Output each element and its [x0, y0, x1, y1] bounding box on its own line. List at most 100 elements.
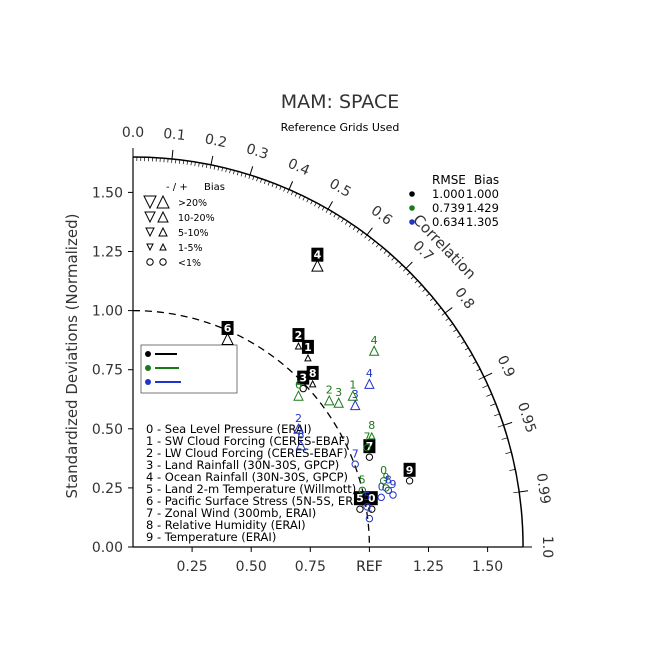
correlation-minor-tick [264, 180, 265, 184]
y-tick-label: 1.50 [92, 185, 123, 201]
correlation-minor-tick [372, 241, 374, 244]
correlation-minor-tick [502, 438, 508, 440]
correlation-minor-tick [399, 265, 402, 268]
correlation-minor-tick [295, 193, 297, 197]
bias-legend-up-triangle [157, 196, 169, 208]
point-marker [365, 379, 374, 388]
bias-legend-label: >20% [178, 198, 207, 209]
point-label: 3 [335, 386, 342, 399]
correlation-tick-label: 0.5 [326, 176, 353, 201]
point-marker [325, 396, 334, 405]
correlation-minor-tick [442, 313, 445, 315]
correlation-minor-tick [450, 324, 453, 326]
correlation-major-tick [211, 156, 213, 165]
point-marker [305, 355, 311, 361]
bias-header: Bias [474, 173, 499, 187]
correlation-minor-tick [280, 186, 282, 190]
correlation-minor-tick [330, 211, 332, 214]
series-rmse: 0.634 [432, 215, 465, 229]
correlation-minor-tick [314, 203, 316, 207]
point-label: 8 [309, 367, 317, 380]
y-tick-label: 0.50 [92, 422, 123, 438]
correlation-minor-tick [434, 303, 437, 306]
correlation-minor-tick [326, 209, 328, 212]
correlation-major-tick [406, 262, 412, 268]
x-tick-label: 1.50 [472, 559, 503, 575]
correlation-minor-tick [257, 177, 258, 181]
point-label: 3 [352, 388, 359, 401]
correlation-minor-tick [419, 285, 422, 288]
correlation-minor-tick [384, 251, 387, 254]
point-marker [334, 398, 343, 407]
bias-legend-up-triangle [160, 244, 166, 250]
correlation-minor-tick [206, 164, 207, 168]
point-marker [294, 391, 303, 400]
y-tick-label: 0.25 [92, 481, 123, 497]
correlation-minor-tick [334, 214, 336, 217]
case-legend-dot [145, 351, 151, 357]
point-marker [312, 260, 323, 271]
correlation-major-tick [504, 422, 513, 425]
chart-subtitle: Reference Grids Used [281, 121, 400, 134]
bias-legend-circle [160, 259, 166, 265]
case-legend-squiggle [155, 353, 177, 355]
case-legend-dot [145, 379, 151, 385]
correlation-minor-tick [482, 385, 487, 387]
bias-legend-label: 10-20% [178, 213, 215, 224]
point-label: 5 [359, 473, 366, 486]
correlation-minor-tick [291, 191, 293, 195]
correlation-minor-tick [210, 165, 211, 169]
series-legend-dot [409, 191, 415, 197]
correlation-minor-tick [423, 289, 426, 292]
correlation-minor-tick [214, 166, 215, 170]
correlation-tick-label: 0.3 [244, 141, 270, 163]
bias-legend-down-triangle [145, 212, 155, 222]
correlation-minor-tick [403, 268, 406, 271]
correlation-minor-tick [287, 190, 289, 194]
correlation-minor-tick [341, 219, 343, 222]
ref-label: REF [356, 559, 383, 575]
correlation-minor-tick [338, 216, 340, 219]
point-label: 6 [297, 428, 304, 441]
point-label: 4 [371, 334, 378, 347]
correlation-minor-tick [376, 244, 379, 247]
bias-legend-header: Bias [204, 182, 225, 193]
bias-legend-down-triangle [144, 196, 156, 208]
point-label: 6 [295, 379, 302, 392]
bias-legend-circle [147, 259, 153, 265]
correlation-minor-tick [226, 168, 227, 172]
correlation-minor-tick [380, 247, 383, 250]
case-legend-squiggle [155, 367, 179, 369]
x-tick-label: 1.25 [413, 559, 444, 575]
y-tick-label: 1.25 [92, 245, 123, 261]
correlation-minor-tick [202, 163, 203, 167]
correlation-minor-tick [353, 227, 355, 230]
correlation-minor-tick [411, 276, 414, 279]
bias-legend-label: <1% [178, 258, 201, 269]
x-tick-label: 0.25 [177, 559, 208, 575]
rmse-header: RMSE [432, 173, 466, 187]
bias-legend-label: 1-5% [178, 243, 203, 254]
series-rmse: 0.739 [432, 201, 465, 215]
x-tick-label: 0.75 [295, 559, 326, 575]
point-label: 2 [295, 329, 303, 342]
correlation-tick-label: 0.2 [203, 131, 228, 151]
correlation-minor-tick [415, 280, 418, 283]
correlation-tick-label: 0.6 [368, 203, 395, 229]
y-tick-label: 1.00 [92, 304, 123, 320]
correlation-major-tick [250, 166, 253, 175]
correlation-tick-label: 0.9 [494, 353, 518, 380]
bias-legend-up-triangle [158, 212, 168, 222]
correlation-minor-tick [307, 199, 309, 203]
correlation-minor-tick [253, 176, 254, 180]
correlation-minor-tick [230, 169, 231, 173]
point-label: 9 [390, 478, 397, 491]
correlation-minor-tick [311, 201, 313, 205]
case-legend-dot [145, 365, 151, 371]
correlation-major-tick [289, 181, 293, 189]
chart-title: MAM: SPACE [281, 91, 399, 113]
correlation-major-tick [445, 308, 452, 313]
point-label: 7 [352, 447, 359, 460]
